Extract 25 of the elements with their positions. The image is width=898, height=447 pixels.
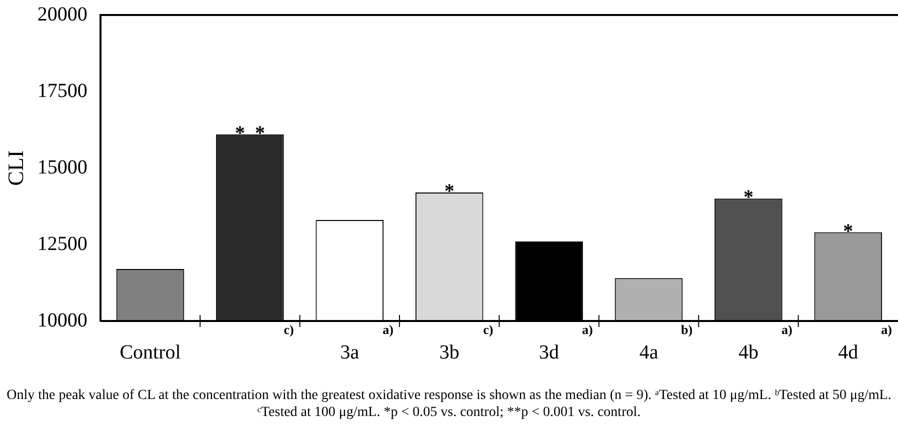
x-tick-label: 3d	[539, 341, 560, 364]
text: c)	[483, 322, 494, 337]
y-tick-label: 10000	[37, 309, 88, 332]
x-tick-label: 4a	[639, 341, 658, 364]
y-tick-label: 20000	[37, 3, 88, 26]
text: b)	[681, 322, 693, 337]
y-tick-label: 12500	[37, 232, 88, 255]
text: a)	[881, 322, 892, 337]
text: a)	[582, 322, 593, 337]
text: a)	[382, 322, 394, 337]
x-tick-label: 4b	[738, 341, 758, 364]
y-tick-label: 17500	[37, 80, 88, 102]
y-axis-title: CLI	[2, 150, 28, 186]
x-tick-label: 3a	[340, 341, 360, 364]
data-label: * *	[234, 122, 265, 144]
y-tick-label: 15000	[37, 156, 88, 178]
x-tick-label: Control	[120, 341, 182, 364]
data-label: *	[444, 180, 454, 202]
data-label: *	[843, 220, 854, 242]
x-tick-label: 4d	[838, 341, 858, 364]
x-tick-label: 3b	[439, 341, 460, 364]
text: c)	[284, 322, 294, 337]
text: Only the peak value of CL at the concentration with the greatest oxidative response is shown as the median (n = 9). ᵃTested at 10 μg/mL. ᵇTested at 50 μg/mL. ᶜTested at 100 μg/mL. *p < 0.05 vs. control; **p < 0.001 vs. control.	[6, 387, 892, 421]
text: a)	[781, 322, 792, 337]
data-label: *	[743, 186, 754, 209]
